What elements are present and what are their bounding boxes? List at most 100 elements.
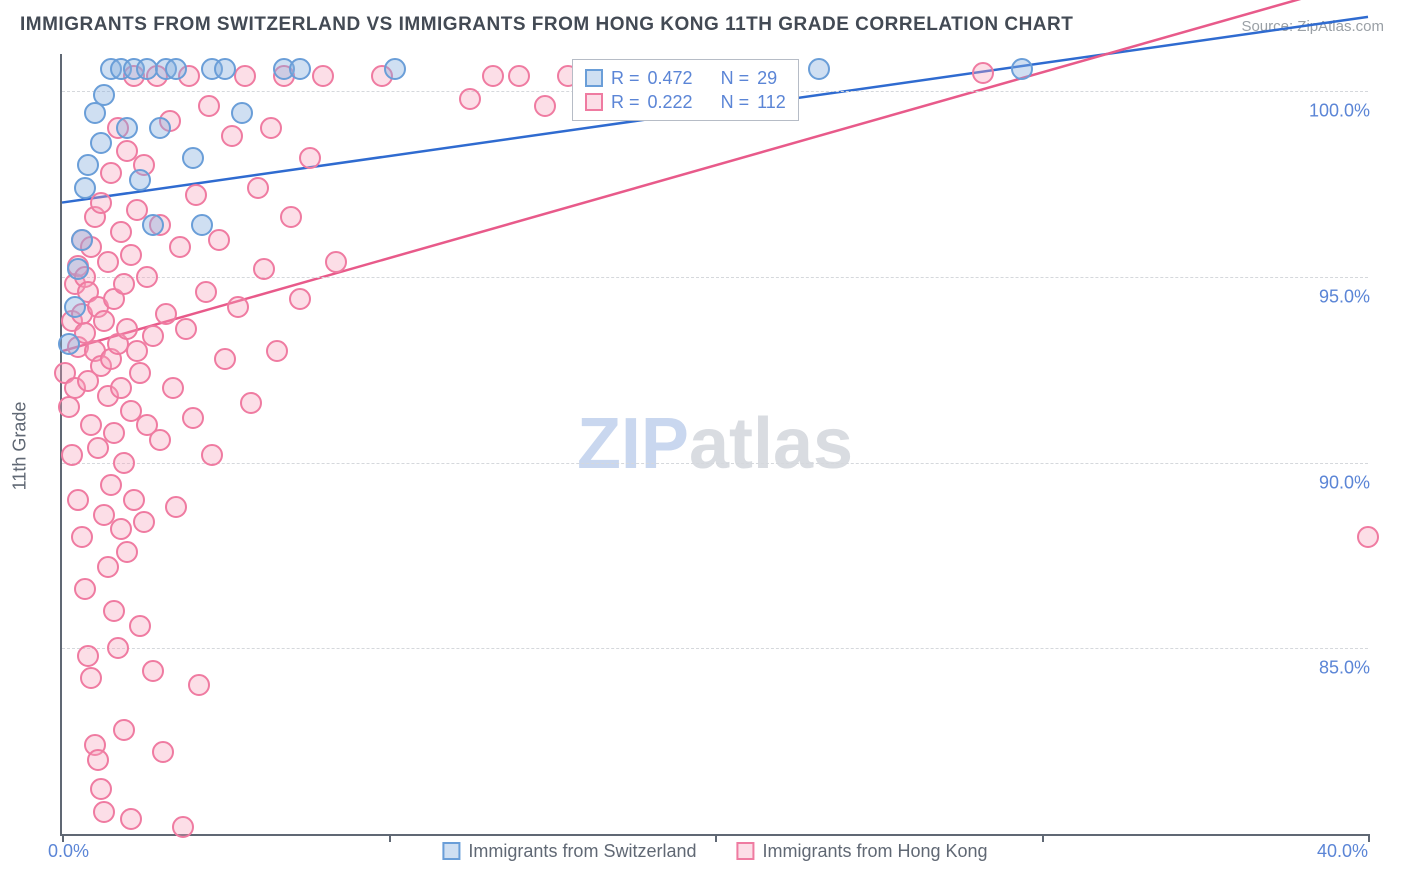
data-point-hongkong: [165, 496, 187, 518]
data-point-switzerland: [116, 117, 138, 139]
n-value-pink: 112: [757, 90, 786, 114]
data-point-hongkong: [67, 489, 89, 511]
data-point-hongkong: [221, 125, 243, 147]
data-point-switzerland: [93, 84, 115, 106]
data-point-switzerland: [77, 154, 99, 176]
x-tick: [715, 834, 717, 842]
y-tick-label: 90.0%: [1319, 472, 1370, 493]
r-value-blue: 0.472: [648, 66, 693, 90]
data-point-switzerland: [58, 333, 80, 355]
legend-row-pink: R = 0.222 N = 112: [585, 90, 786, 114]
data-point-hongkong: [113, 719, 135, 741]
data-point-hongkong: [260, 117, 282, 139]
x-tick: [389, 834, 391, 842]
legend-item-switzerland: Immigrants from Switzerland: [442, 841, 696, 862]
data-point-hongkong: [208, 229, 230, 251]
data-point-switzerland: [71, 229, 93, 251]
n-label: N =: [721, 66, 750, 90]
data-point-hongkong: [188, 674, 210, 696]
data-point-hongkong: [240, 392, 262, 414]
gridline: [62, 463, 1368, 464]
data-point-switzerland: [808, 58, 830, 80]
watermark: ZIPatlas: [577, 403, 853, 485]
data-point-hongkong: [90, 192, 112, 214]
data-point-hongkong: [93, 801, 115, 823]
data-point-hongkong: [325, 251, 347, 273]
data-point-hongkong: [182, 407, 204, 429]
data-point-hongkong: [80, 414, 102, 436]
data-point-hongkong: [142, 325, 164, 347]
data-point-hongkong: [162, 377, 184, 399]
x-tick-first: 0.0%: [48, 841, 89, 862]
data-point-hongkong: [93, 310, 115, 332]
data-point-hongkong: [198, 95, 220, 117]
data-point-hongkong: [280, 206, 302, 228]
data-point-hongkong: [129, 362, 151, 384]
data-point-switzerland: [90, 132, 112, 154]
data-point-switzerland: [165, 58, 187, 80]
data-point-hongkong: [312, 65, 334, 87]
legend-item-hongkong: Immigrants from Hong Kong: [736, 841, 987, 862]
data-point-hongkong: [201, 444, 223, 466]
data-point-switzerland: [142, 214, 164, 236]
trend-lines-layer: [62, 54, 1368, 834]
data-point-hongkong: [149, 429, 171, 451]
data-point-hongkong: [87, 749, 109, 771]
legend-swatch-pink: [585, 93, 603, 111]
x-tick: [62, 834, 64, 842]
data-point-switzerland: [384, 58, 406, 80]
data-point-hongkong: [175, 318, 197, 340]
data-point-hongkong: [972, 62, 994, 84]
legend-label-switzerland: Immigrants from Switzerland: [468, 841, 696, 861]
r-label: R =: [611, 90, 640, 114]
data-point-hongkong: [289, 288, 311, 310]
data-point-hongkong: [120, 808, 142, 830]
data-point-hongkong: [110, 377, 132, 399]
data-point-hongkong: [172, 816, 194, 838]
data-point-hongkong: [299, 147, 321, 169]
data-point-hongkong: [534, 95, 556, 117]
data-point-switzerland: [149, 117, 171, 139]
data-point-hongkong: [482, 65, 504, 87]
data-point-hongkong: [103, 600, 125, 622]
data-point-switzerland: [1011, 58, 1033, 80]
data-point-hongkong: [1357, 526, 1379, 548]
watermark-part2: atlas: [689, 404, 853, 484]
y-tick-label: 85.0%: [1319, 658, 1370, 679]
data-point-hongkong: [100, 162, 122, 184]
y-tick-label: 100.0%: [1309, 101, 1370, 122]
data-point-hongkong: [227, 296, 249, 318]
data-point-hongkong: [152, 741, 174, 763]
data-point-hongkong: [120, 244, 142, 266]
y-tick-label: 95.0%: [1319, 286, 1370, 307]
data-point-hongkong: [129, 615, 151, 637]
data-point-hongkong: [116, 318, 138, 340]
data-point-hongkong: [100, 474, 122, 496]
legend-label-hongkong: Immigrants from Hong Kong: [762, 841, 987, 861]
data-point-hongkong: [195, 281, 217, 303]
data-point-hongkong: [266, 340, 288, 362]
data-point-hongkong: [123, 489, 145, 511]
n-label: N =: [721, 90, 750, 114]
data-point-hongkong: [97, 251, 119, 273]
r-label: R =: [611, 66, 640, 90]
data-point-hongkong: [459, 88, 481, 110]
trend-line-hongkong: [62, 0, 1368, 351]
data-point-hongkong: [133, 511, 155, 533]
data-point-switzerland: [64, 296, 86, 318]
data-point-hongkong: [71, 526, 93, 548]
data-point-hongkong: [113, 273, 135, 295]
x-tick: [1042, 834, 1044, 842]
data-point-switzerland: [231, 102, 253, 124]
data-point-hongkong: [508, 65, 530, 87]
data-point-hongkong: [90, 778, 112, 800]
data-point-hongkong: [185, 184, 207, 206]
data-point-switzerland: [214, 58, 236, 80]
data-point-switzerland: [289, 58, 311, 80]
watermark-part1: ZIP: [577, 404, 689, 484]
data-point-switzerland: [74, 177, 96, 199]
legend-swatch-pink: [736, 842, 754, 860]
data-point-hongkong: [169, 236, 191, 258]
data-point-hongkong: [103, 422, 125, 444]
data-point-switzerland: [182, 147, 204, 169]
